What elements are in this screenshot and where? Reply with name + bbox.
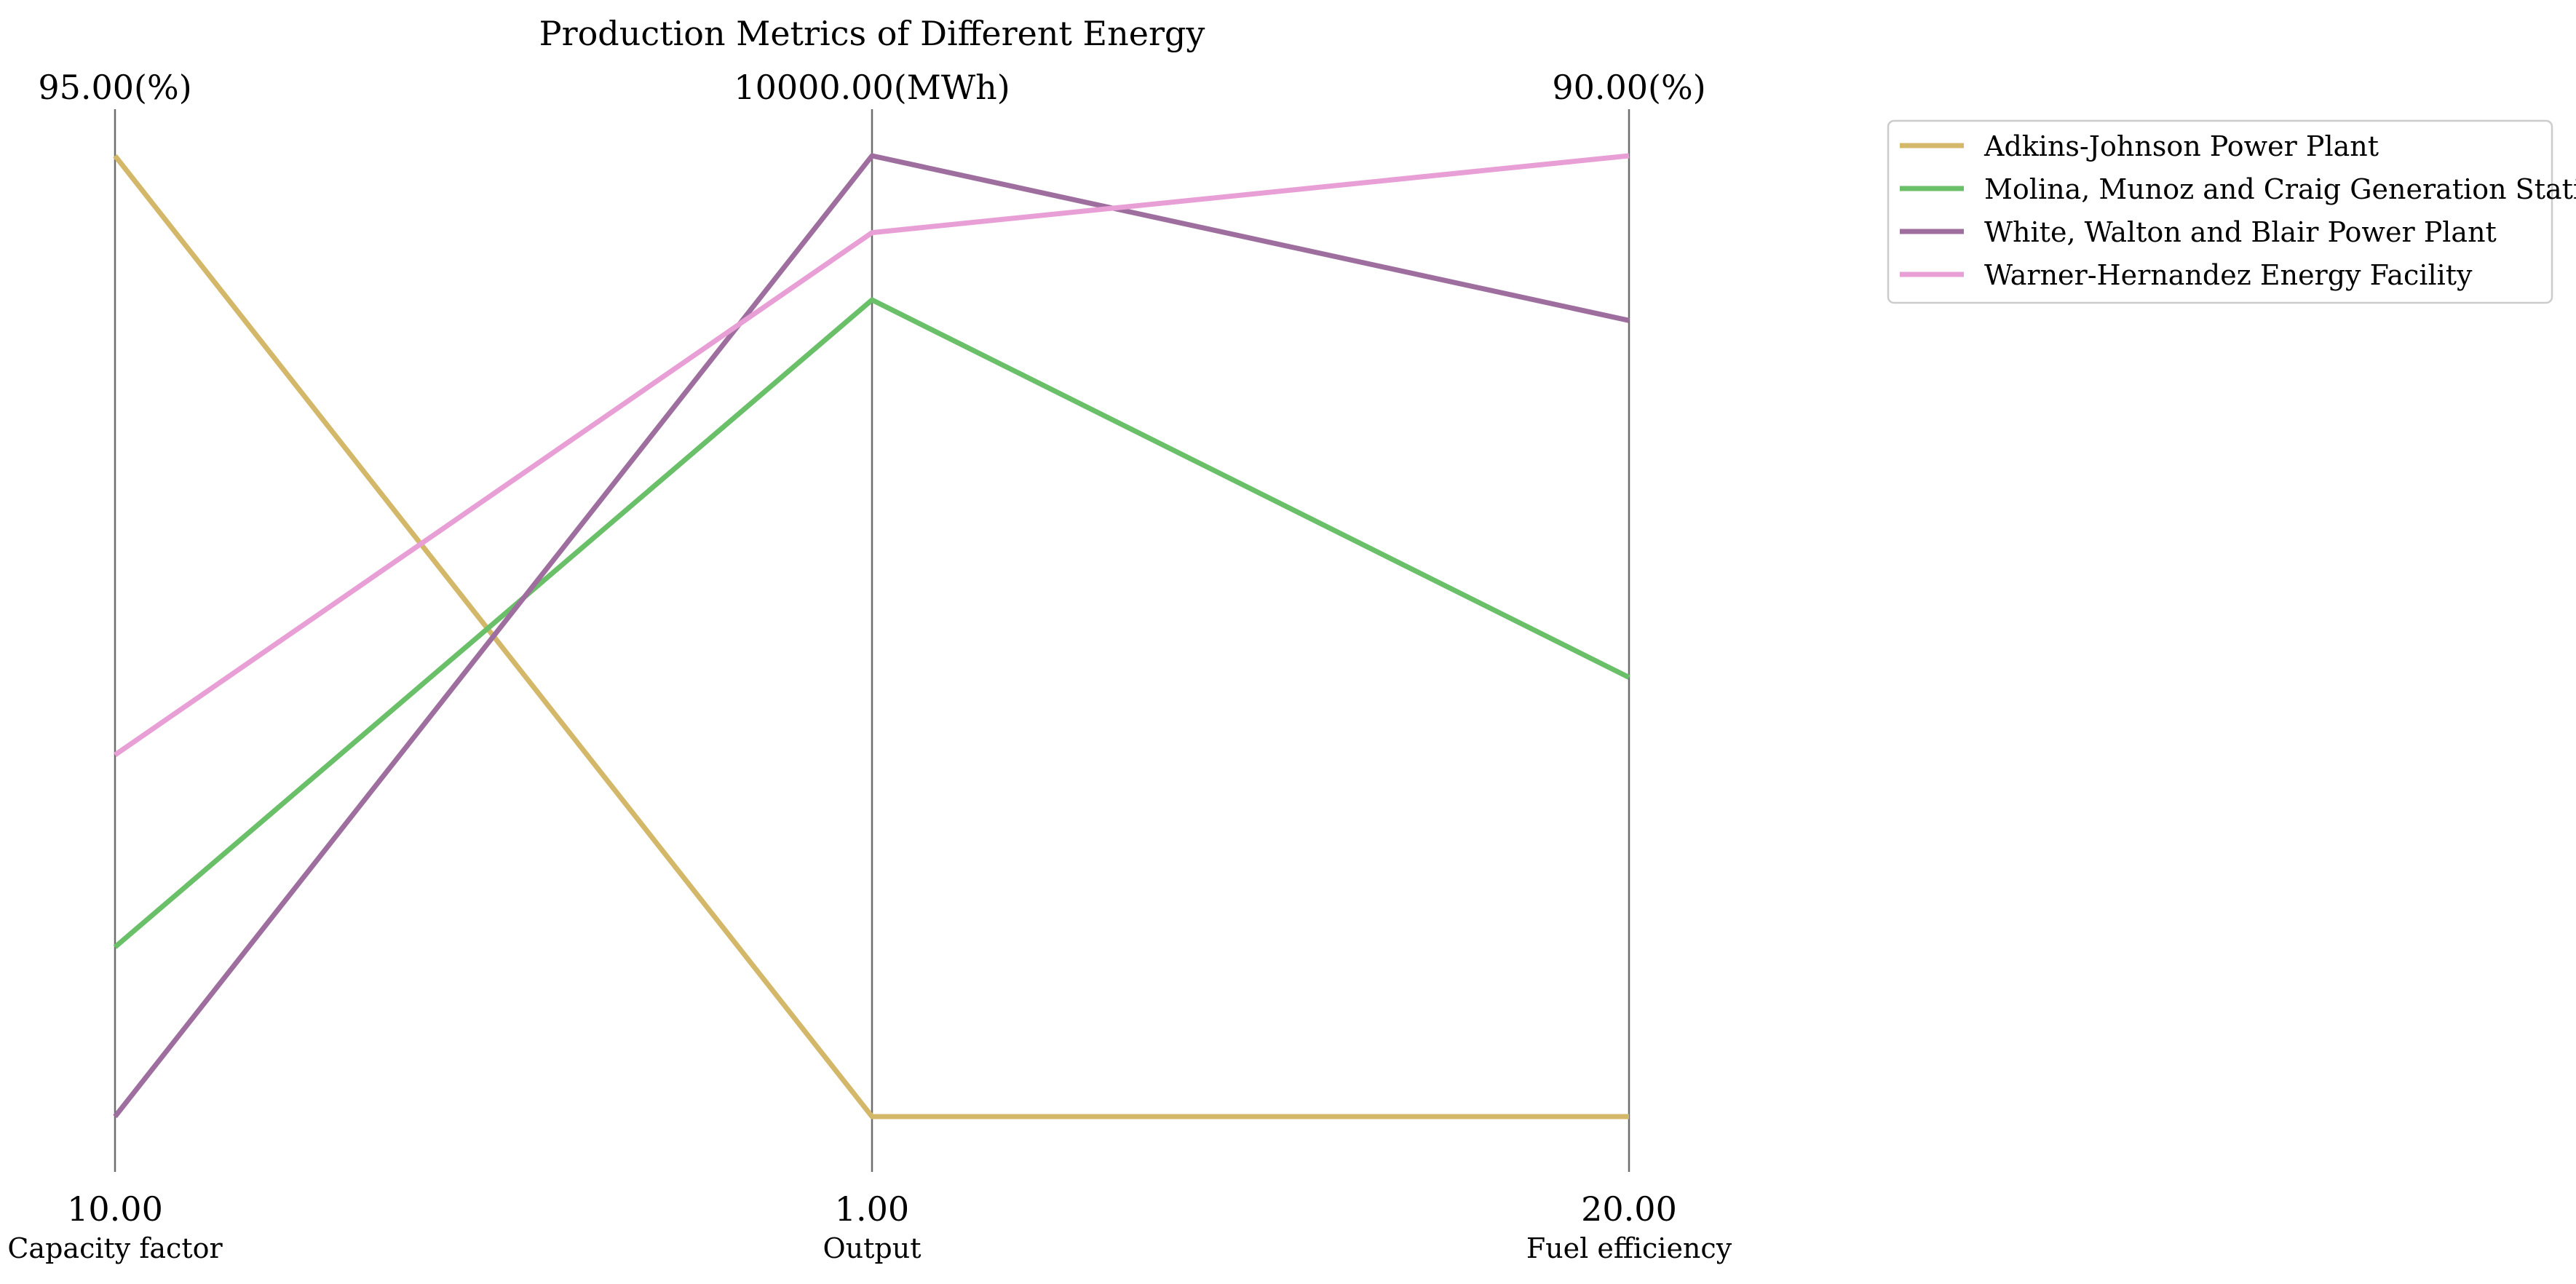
- series-line-2: [113, 297, 1630, 949]
- series-layer: [113, 153, 1630, 1119]
- legend-label: White, Walton and Blair Power Plant: [1984, 216, 2497, 248]
- axis-min-label: 1.00: [835, 1189, 909, 1229]
- legend-label: Adkins-Johnson Power Plant: [1983, 130, 2379, 162]
- axis-name-label: Capacity factor: [7, 1232, 223, 1264]
- series-line-3: [113, 153, 1630, 1119]
- series-line-4: [114, 153, 1630, 757]
- chart-title: Production Metrics of Different Energy: [539, 14, 1205, 53]
- series-line-1: [113, 154, 1629, 1119]
- axis-min-label: 10.00: [67, 1189, 163, 1229]
- legend-box: [1887, 119, 2553, 304]
- axis-name-label: Output: [823, 1232, 922, 1264]
- legend-label: Warner-Hernandez Energy Facility: [1984, 259, 2473, 291]
- axis-max-label: 90.00(%): [1552, 68, 1705, 107]
- legend-label: Molina, Munoz and Craig Generation Stati…: [1984, 173, 2576, 205]
- axis-max-label: 10000.00(MWh): [734, 68, 1010, 107]
- axis-min-label: 20.00: [1581, 1189, 1677, 1229]
- axis-name-label: Fuel efficiency: [1526, 1232, 1732, 1264]
- axis-max-label: 95.00(%): [38, 68, 191, 107]
- legend: Adkins-Johnson Power Plant Molina, Munoz …: [1887, 119, 2576, 304]
